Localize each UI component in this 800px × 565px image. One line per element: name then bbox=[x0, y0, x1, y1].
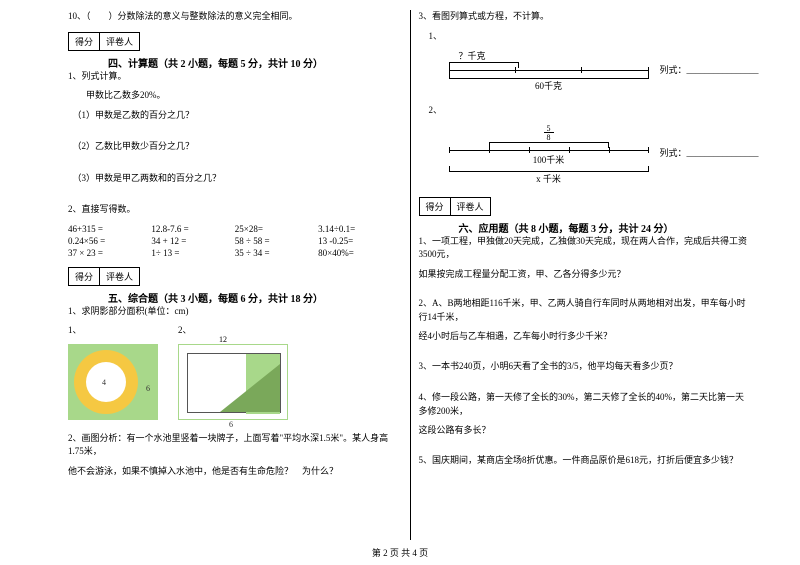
q6-4b: 这段公路有多长？ bbox=[419, 424, 753, 438]
tri-rect-outer bbox=[187, 353, 281, 413]
dim-12: 12 bbox=[219, 335, 227, 344]
bracket-small bbox=[449, 62, 519, 68]
bracket-large bbox=[449, 73, 649, 79]
d1-bottom-label: 60千克 bbox=[449, 79, 649, 92]
calc-item: 0.24×56 = bbox=[68, 235, 151, 247]
calc-grid: 46+315 = 12.8-7.6 = 25×28= 3.14÷0.1= 0.2… bbox=[68, 223, 402, 259]
calc-item: 1÷ 13 = bbox=[151, 247, 234, 259]
q4-1-1: （1）甲数是乙数的百分之几？ bbox=[68, 109, 402, 123]
bracket-mid bbox=[489, 142, 609, 148]
judge-label: 评卷人 bbox=[100, 268, 139, 285]
frac-bot: 8 bbox=[544, 132, 554, 142]
score-box: 得分 评卷人 bbox=[68, 32, 140, 51]
page-container: 10、（ ）分数除法的意义与整数除法的意义完全相同。 得分 评卷人 四、计算题（… bbox=[0, 0, 800, 540]
fig1-wrap: 1、 4 6 bbox=[68, 324, 158, 420]
q6-1b: 如果按完成工程量分配工资，甲、乙各分得多少元？ bbox=[419, 268, 753, 282]
q6-3: 3、一本书240页，小明6天看了全书的3/5，他平均每天看多少页？ bbox=[419, 360, 753, 374]
q5-2b: 他不会游泳，如果不慎掉入水池中，他是否有生命危险？ 为什么？ bbox=[68, 465, 402, 479]
calc-item: 25×28= bbox=[235, 223, 318, 235]
section-5-title: 五、综合题（共 3 小题，每题 6 分，共计 18 分） bbox=[108, 290, 402, 305]
triangle-figure: 12 6 bbox=[178, 344, 288, 420]
ring-inner bbox=[86, 362, 126, 402]
fig1-label: 1、 bbox=[68, 324, 158, 338]
d1-formula: 列式：________________ bbox=[659, 63, 758, 76]
dim-4: 4 bbox=[102, 378, 106, 387]
score-box: 得分 评卷人 bbox=[68, 267, 140, 286]
q6-2b: 经4小时后与乙车相遇，乙车每小时行多少千米？ bbox=[419, 330, 753, 344]
section-6-title: 六、应用题（共 8 小题，每题 3 分，共计 24 分） bbox=[459, 220, 753, 235]
d1-top-label: ？千克 bbox=[459, 49, 649, 62]
page-footer: 第 2 页 共 4 页 bbox=[0, 546, 800, 559]
diagram-2: 5 8 100千米 x 千米 列式：________________ bbox=[449, 124, 649, 185]
score-label: 得分 bbox=[69, 33, 100, 50]
q5-1: 1、求阴影部分面积(单位：cm) bbox=[68, 305, 402, 319]
score-label: 得分 bbox=[420, 198, 451, 215]
seg-line bbox=[449, 70, 649, 71]
score-box: 得分 评卷人 bbox=[419, 197, 491, 216]
circle-figure: 4 6 bbox=[68, 344, 158, 420]
q10: 10、（ ）分数除法的意义与整数除法的意义完全相同。 bbox=[68, 10, 402, 24]
seg-line-2 bbox=[449, 150, 649, 151]
bracket-full bbox=[449, 166, 649, 172]
score-row-5: 得分 评卷人 bbox=[68, 267, 402, 286]
calc-item: 12.8-7.6 = bbox=[151, 223, 234, 235]
q4-1-intro: 甲数比乙数多20%。 bbox=[68, 89, 402, 103]
judge-label: 评卷人 bbox=[451, 198, 490, 215]
score-label: 得分 bbox=[69, 268, 100, 285]
q6-2a: 2、A、B两地相距116千米，甲、乙两人骑自行车同时从两地相对出发，甲车每小时行… bbox=[419, 297, 753, 324]
q4-1-2: （2）乙数比甲数少百分之几？ bbox=[68, 140, 402, 154]
d2-num: 2、 bbox=[429, 104, 753, 118]
d1-num: 1、 bbox=[429, 30, 753, 44]
q3: 3、看图列算式或方程，不计算。 bbox=[419, 10, 753, 24]
calc-item: 3.14÷0.1= bbox=[318, 223, 401, 235]
d2-formula: 列式：________________ bbox=[659, 146, 758, 159]
q6-5: 5、国庆期间，某商店全场8折优惠。一件商品原价是618元，打折后便宜多少钱？ bbox=[419, 454, 753, 468]
q5-2a: 2、画图分析：有一个水池里竖着一块牌子，上面写着"平均水深1.5米"。某人身高1… bbox=[68, 432, 402, 459]
dim-6: 6 bbox=[146, 384, 150, 393]
section-4-title: 四、计算题（共 2 小题，每题 5 分，共计 10 分） bbox=[108, 55, 402, 70]
dim-6b: 6 bbox=[229, 420, 233, 429]
q6-1a: 1、一项工程，甲独做20天完成，乙独做30天完成，现在两人合作，完成后共得工资3… bbox=[419, 235, 753, 262]
fig2-label: 2、 bbox=[178, 324, 288, 338]
d2-mid-label: 100千米 bbox=[449, 153, 649, 166]
calc-item: 13 -0.25= bbox=[318, 235, 401, 247]
calc-item: 80×40%= bbox=[318, 247, 401, 259]
calc-item: 46+315 = bbox=[68, 223, 151, 235]
q4-1-3: （3）甲数是甲乙两数和的百分之几？ bbox=[68, 172, 402, 186]
calc-item: 34 + 12 = bbox=[151, 235, 234, 247]
score-row-6: 得分 评卷人 bbox=[419, 197, 753, 216]
calc-item: 37 × 23 = bbox=[68, 247, 151, 259]
left-column: 10、（ ）分数除法的意义与整数除法的意义完全相同。 得分 评卷人 四、计算题（… bbox=[60, 10, 411, 540]
tri-shape bbox=[220, 364, 280, 412]
frac: 5 8 bbox=[449, 124, 649, 142]
figures-row: 1、 4 6 2、 12 6 bbox=[68, 324, 402, 420]
q4-2: 2、直接写得数。 bbox=[68, 203, 402, 217]
q4-1: 1、列式计算。 bbox=[68, 70, 402, 84]
calc-item: 35 ÷ 34 = bbox=[235, 247, 318, 259]
judge-label: 评卷人 bbox=[100, 33, 139, 50]
d2-bottom-label: x 千米 bbox=[449, 172, 649, 185]
diagram-1: ？千克 60千克 列式：________________ bbox=[449, 49, 649, 92]
fig2-wrap: 2、 12 6 bbox=[178, 324, 288, 420]
q6-4a: 4、修一段公路，第一天修了全长的30%，第二天修了全长的40%，第二天比第一天多… bbox=[419, 391, 753, 418]
calc-item: 58 ÷ 58 = bbox=[235, 235, 318, 247]
right-column: 3、看图列算式或方程，不计算。 1、 ？千克 60千克 列式：_________… bbox=[411, 10, 761, 540]
score-row-4: 得分 评卷人 bbox=[68, 32, 402, 51]
